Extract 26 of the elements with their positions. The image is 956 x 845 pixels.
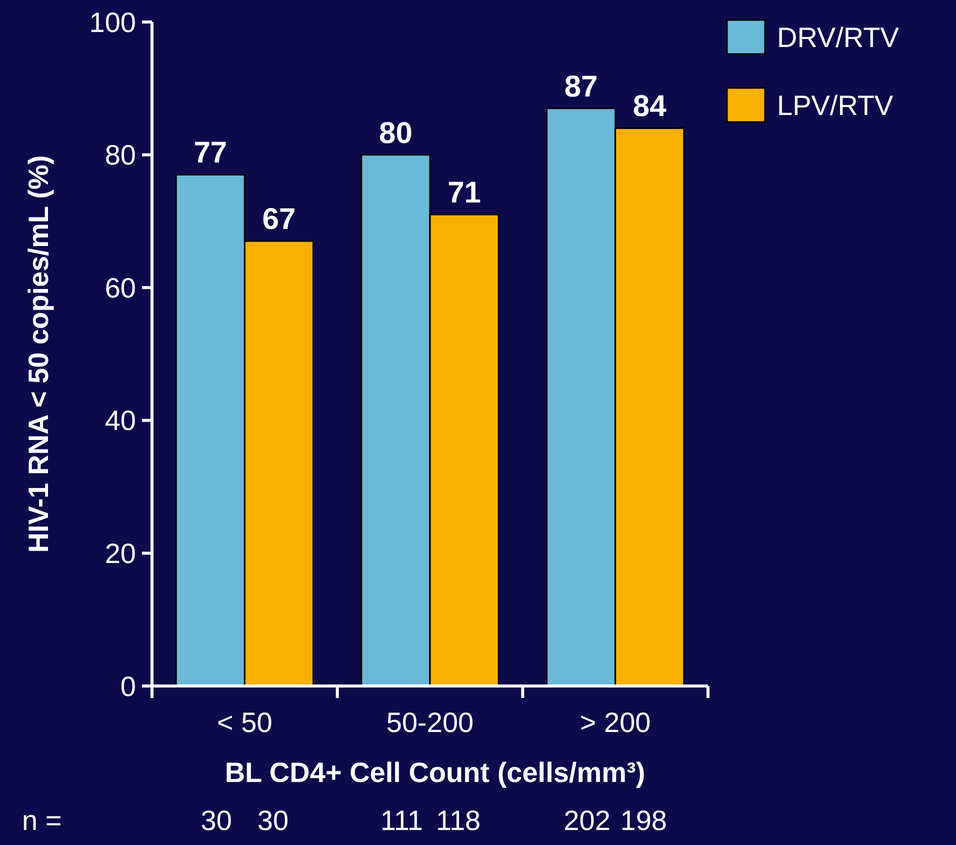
text: 198 (620, 805, 667, 836)
y-tick-label: 20 (104, 538, 136, 569)
legend-label: DRV/RTV (777, 22, 900, 53)
y-tick-label: 100 (89, 6, 136, 38)
y-tick-label: 60 (104, 272, 136, 304)
data-label: 84 (632, 90, 667, 124)
x-axis-title: BL CD4+ Cell Count (cells/mm³) (224, 757, 646, 788)
data-label: 67 (262, 203, 296, 236)
y-tick-label: 80 (104, 140, 136, 171)
data-label: 80 (379, 116, 412, 150)
text: n = (22, 805, 62, 836)
data-label: 71 (448, 176, 481, 210)
y-tick-label: 40 (104, 405, 136, 436)
text: 118 (436, 805, 481, 836)
y-axis-title: HIV-1 RNA < 50 copies/mL (%) (23, 155, 54, 553)
legend-label: LPV/RTV (777, 90, 894, 121)
data-label: 77 (194, 136, 228, 170)
x-tick-label: > 200 (580, 707, 651, 738)
text: 111 (380, 805, 423, 836)
text: 30 (200, 805, 232, 836)
data-label: 87 (564, 70, 598, 104)
text: 30 (257, 805, 289, 836)
y-tick-label: 0 (120, 670, 136, 702)
x-tick-label: 50-200 (386, 707, 474, 738)
x-tick-label: < 50 (217, 707, 272, 738)
text: 202 (564, 805, 610, 836)
